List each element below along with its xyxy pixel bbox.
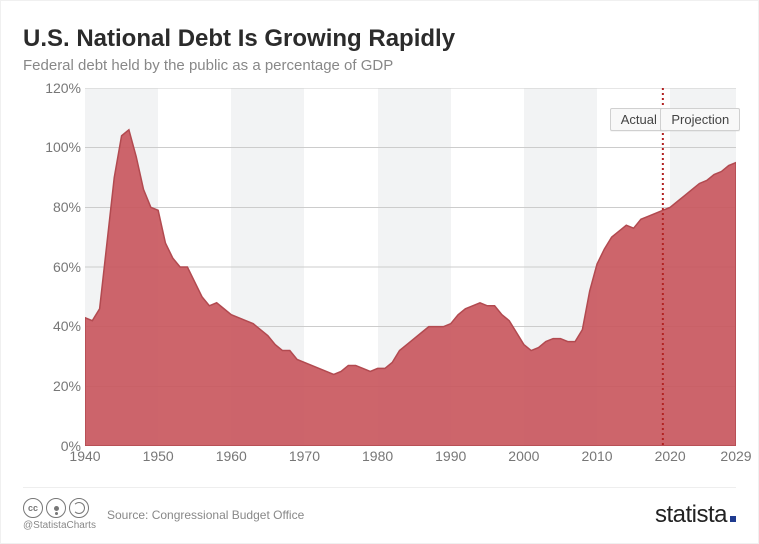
actual-projection-divider bbox=[85, 88, 736, 446]
cc-icon: cc bbox=[23, 498, 43, 518]
footer: cc @StatistaCharts Source: Congressional… bbox=[23, 487, 736, 531]
license-icons: cc bbox=[23, 498, 89, 518]
twitter-handle: @StatistaCharts bbox=[23, 520, 99, 531]
x-axis-label: 1960 bbox=[216, 448, 247, 464]
sharealike-icon bbox=[69, 498, 89, 518]
chart-title: U.S. National Debt Is Growing Rapidly bbox=[23, 25, 736, 53]
y-axis-label: 60% bbox=[53, 259, 81, 275]
x-axis-label: 2010 bbox=[581, 448, 612, 464]
source-text: Source: Congressional Budget Office bbox=[107, 508, 304, 522]
y-axis-label: 20% bbox=[53, 378, 81, 394]
legend-projection: Projection bbox=[660, 108, 740, 131]
y-axis-labels: 0%20%40%60%80%100%120% bbox=[43, 88, 81, 446]
footer-left: cc @StatistaCharts bbox=[23, 498, 99, 531]
x-axis-label: 2020 bbox=[655, 448, 686, 464]
chart-area: 0%20%40%60%80%100%120% Actual Projection… bbox=[45, 88, 736, 468]
y-axis-label: 100% bbox=[45, 139, 81, 155]
x-axis-label: 2029 bbox=[720, 448, 751, 464]
legend-actual: Actual bbox=[610, 108, 668, 131]
x-axis-label: 1970 bbox=[289, 448, 320, 464]
chart-subtitle: Federal debt held by the public as a per… bbox=[23, 57, 736, 74]
x-axis-label: 1980 bbox=[362, 448, 393, 464]
x-axis-label: 1940 bbox=[69, 448, 100, 464]
x-axis-label: 2000 bbox=[508, 448, 539, 464]
statista-logo: statista bbox=[655, 501, 736, 529]
plot-region: Actual Projection bbox=[85, 88, 736, 446]
x-axis-label: 1990 bbox=[435, 448, 466, 464]
statista-logo-mark bbox=[730, 506, 736, 522]
attribution-icon bbox=[46, 498, 66, 518]
x-axis-label: 1950 bbox=[143, 448, 174, 464]
y-axis-label: 120% bbox=[45, 80, 81, 96]
chart-card: U.S. National Debt Is Growing Rapidly Fe… bbox=[0, 0, 759, 544]
y-axis-label: 40% bbox=[53, 318, 81, 334]
y-axis-label: 80% bbox=[53, 199, 81, 215]
x-axis-labels: 1940195019601970198019902000201020202029 bbox=[85, 448, 736, 468]
